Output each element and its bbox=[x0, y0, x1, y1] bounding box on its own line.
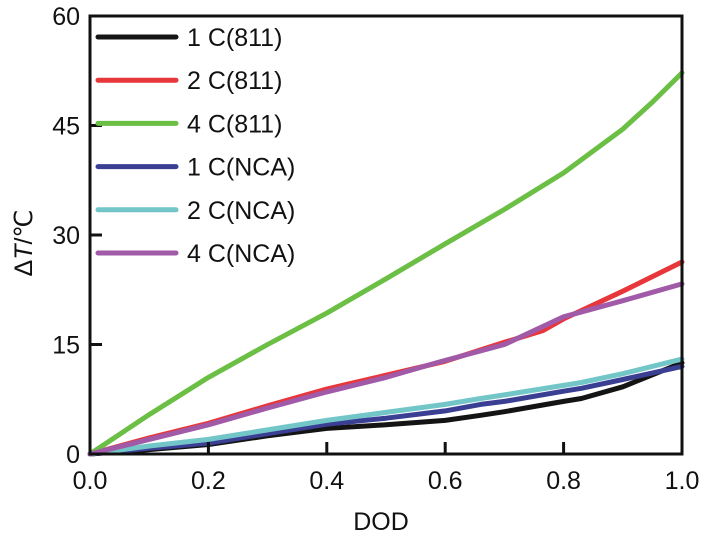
legend-item: 4 C(NCA) bbox=[95, 240, 295, 268]
y-tick-label: 0 bbox=[66, 441, 80, 469]
legend-item: 2 C(NCA) bbox=[95, 197, 295, 225]
y-axis-title-variable: T bbox=[10, 243, 38, 260]
legend-label: 2 C(NCA) bbox=[187, 197, 295, 225]
series-line-3 bbox=[87, 70, 685, 457]
legend-label: 1 C(NCA) bbox=[187, 154, 295, 182]
series-line-5 bbox=[87, 356, 685, 457]
x-tick-label: 0.2 bbox=[191, 467, 226, 495]
y-axis-title: ΔT/℃ bbox=[10, 209, 38, 276]
x-axis: 0.0 0.2 0.4 0.6 0.8 1.0 bbox=[73, 442, 700, 495]
y-axis-title-unit: /℃ bbox=[10, 209, 38, 244]
y-tick-label: 60 bbox=[52, 3, 80, 31]
x-tick-label: 0.8 bbox=[546, 467, 581, 495]
y-tick-label: 30 bbox=[52, 222, 80, 250]
legend-item: 4 C(811) bbox=[95, 110, 282, 138]
legend-item: 2 C(811) bbox=[95, 67, 282, 95]
legend-label: 4 C(NCA) bbox=[187, 240, 295, 268]
legend-label: 2 C(811) bbox=[187, 67, 282, 95]
legend-label: 1 C(811) bbox=[187, 24, 282, 52]
legend-item: 1 C(NCA) bbox=[95, 154, 295, 182]
legend: 1 C(811) 2 C(811) 4 C(811) 1 C(NCA) 2 C(NCA)… bbox=[95, 24, 295, 268]
x-tick-label: 0.6 bbox=[428, 467, 463, 495]
x-tick-label: 1.0 bbox=[665, 467, 700, 495]
y-tick-label: 15 bbox=[52, 332, 80, 360]
x-tick-label: 0.4 bbox=[309, 467, 344, 495]
legend-label: 4 C(811) bbox=[187, 110, 282, 138]
y-axis: 0 15 30 45 60 bbox=[52, 3, 102, 469]
x-tick-label: 0.0 bbox=[73, 467, 108, 495]
legend-item: 1 C(811) bbox=[95, 24, 282, 52]
series-line-6 bbox=[87, 281, 685, 457]
x-axis-title: DOD bbox=[353, 508, 409, 536]
series-layer bbox=[87, 70, 685, 457]
y-tick-label: 45 bbox=[52, 113, 80, 141]
y-axis-title-prefix: Δ bbox=[10, 260, 38, 277]
